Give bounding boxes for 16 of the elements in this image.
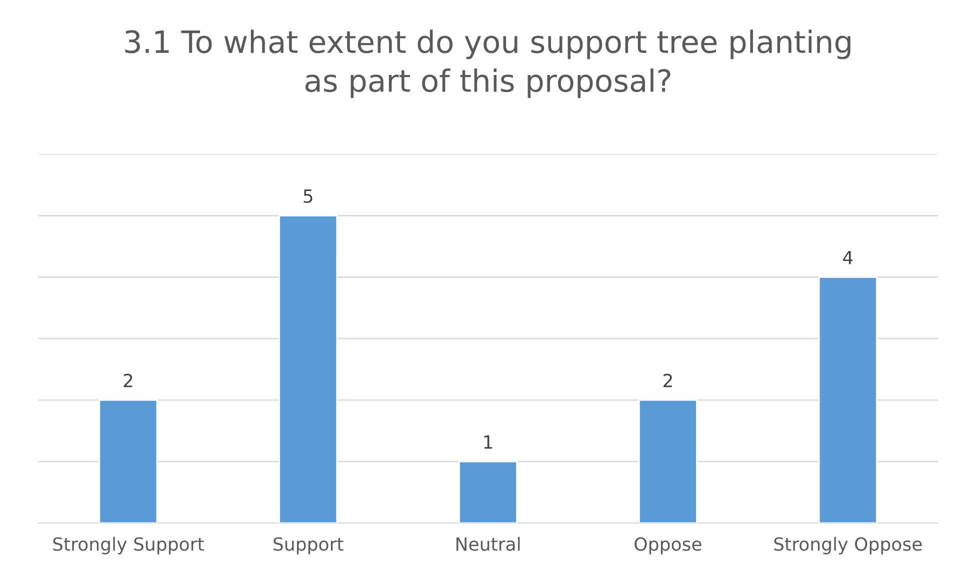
data-label: 2 bbox=[664, 374, 672, 388]
bar bbox=[278, 214, 338, 524]
chart-title: 3.1 To what extent do you support tree planting as part of this proposal? bbox=[125, 30, 850, 98]
x-tick-label: Neutral bbox=[456, 536, 520, 551]
x-tick-label: Oppose bbox=[634, 537, 702, 554]
bar bbox=[818, 276, 878, 524]
bar bbox=[458, 460, 518, 524]
x-tick-label: Strongly Oppose bbox=[774, 536, 922, 554]
x-tick-label: Support bbox=[274, 537, 344, 554]
data-label: 5 bbox=[304, 190, 312, 203]
bar bbox=[638, 399, 698, 524]
x-tick-label: Strongly Support bbox=[53, 536, 204, 554]
bar bbox=[98, 399, 158, 524]
data-label: 4 bbox=[843, 250, 853, 264]
data-label: 2 bbox=[124, 374, 132, 388]
data-label: 1 bbox=[484, 435, 492, 449]
